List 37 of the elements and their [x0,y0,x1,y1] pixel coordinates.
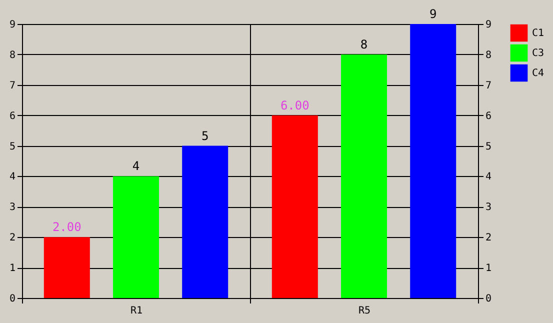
y2-tick-label: 9 [486,20,492,30]
legend-label: C3 [532,48,544,59]
y2-tick-label: 8 [486,50,492,61]
x-tick-label: R1 [130,306,143,316]
y2-tick-label: 4 [486,172,492,183]
data-label: 2.00 [52,220,82,234]
bar [410,24,456,298]
y-tick-label: 1 [9,263,16,274]
bar [341,54,387,298]
y2-tick-label: 7 [486,80,492,92]
legend-label: C1 [532,28,544,39]
y2-tick-label: 2 [486,232,492,244]
x-tick-label: R5 [358,306,371,316]
legend-label: C4 [532,68,544,79]
bar [113,176,159,298]
y-tick-label: 0 [9,294,16,304]
bar [272,115,318,298]
y-tick-label: 5 [9,141,16,152]
y2-tick-label: 3 [486,202,492,214]
y-tick-label: 9 [9,20,16,30]
data-label: 6.00 [280,98,310,112]
y-tick-label: 8 [9,50,16,61]
bar [44,237,90,298]
y-tick-label: 3 [9,202,16,214]
y-tick-label: 7 [9,80,16,92]
data-label: 5 [201,128,209,143]
y2-tick-label: 5 [486,141,492,152]
y-tick-label: 2 [9,232,16,244]
y-tick-label: 4 [9,172,16,183]
y2-tick-label: 0 [486,294,492,304]
data-label: 4 [132,159,140,174]
y-tick-label: 6 [9,110,16,122]
data-label: 9 [429,7,437,21]
bar [182,146,228,298]
y2-tick-label: 6 [486,110,492,122]
data-label: 8 [360,37,368,52]
y2-tick-label: 1 [486,263,492,274]
